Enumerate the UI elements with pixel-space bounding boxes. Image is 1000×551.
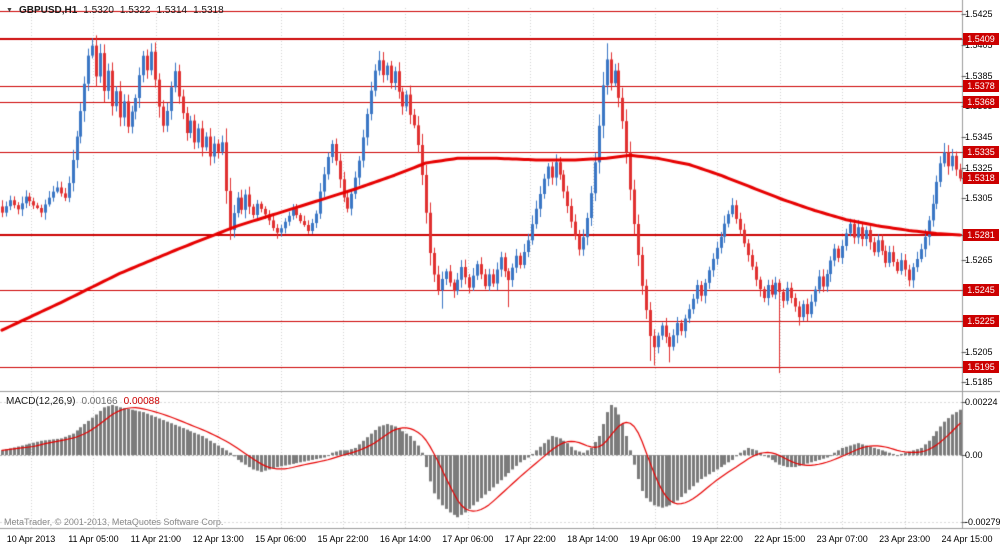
price-tick-label: 1.5305 bbox=[965, 193, 993, 204]
price-badge: 1.5378 bbox=[963, 80, 999, 93]
price-badge: 1.5409 bbox=[963, 32, 999, 45]
price-tick-label: 1.5345 bbox=[965, 131, 993, 142]
copyright-text: MetaTrader, © 2001-2013, MetaQuotes Soft… bbox=[4, 517, 224, 527]
time-axis-label: 12 Apr 13:00 bbox=[192, 534, 244, 544]
macd-indicator-label: MACD(12,26,9) 0.00166 0.00088 bbox=[6, 396, 160, 407]
price-tick-label: 1.5405 bbox=[965, 39, 993, 50]
time-axis-label: 16 Apr 14:00 bbox=[379, 534, 431, 544]
macd-tick-label: 0.00 bbox=[965, 450, 983, 461]
price-badge: 1.5195 bbox=[963, 360, 999, 373]
price-tick-label: 1.5325 bbox=[965, 162, 993, 173]
price-badge: 1.5281 bbox=[963, 229, 999, 242]
price-tick-label: 1.5265 bbox=[965, 254, 993, 265]
macd-tick-label: 0.00224 bbox=[965, 396, 998, 407]
macd-tick-label: -0.00279 bbox=[965, 516, 1000, 527]
price-badge: 1.5318 bbox=[963, 172, 999, 185]
price-tick-label: 1.5385 bbox=[965, 70, 993, 81]
macd-signal-value: 0.00088 bbox=[123, 396, 160, 407]
time-axis-label: 18 Apr 14:00 bbox=[567, 534, 619, 544]
time-axis-label: 22 Apr 15:00 bbox=[754, 534, 806, 544]
macd-main-value: 0.00166 bbox=[81, 396, 118, 407]
price-tick-label: 1.5205 bbox=[965, 346, 993, 357]
ohlc-low: 1.5314 bbox=[156, 5, 188, 16]
ohlc-high: 1.5322 bbox=[119, 5, 151, 16]
time-axis-label: 17 Apr 22:00 bbox=[504, 534, 556, 544]
time-axis-label: 19 Apr 22:00 bbox=[691, 534, 743, 544]
price-tick-label: 1.5425 bbox=[965, 9, 993, 20]
price-badge: 1.5245 bbox=[963, 284, 999, 297]
time-axis-label: 24 Apr 15:00 bbox=[941, 534, 993, 544]
macd-name: MACD(12,26,9) bbox=[6, 396, 76, 407]
time-axis-label: 23 Apr 07:00 bbox=[816, 534, 868, 544]
price-badge: 1.5335 bbox=[963, 146, 999, 159]
price-badge: 1.5225 bbox=[963, 314, 999, 327]
price-tick-label: 1.5185 bbox=[965, 377, 993, 388]
time-axis-label: 10 Apr 2013 bbox=[6, 534, 56, 544]
symbol-dropdown-icon[interactable]: ▼ bbox=[6, 7, 13, 14]
time-axis-label: 23 Apr 23:00 bbox=[879, 534, 931, 544]
symbol-timeframe-label: GBPUSD,H1 bbox=[18, 5, 78, 16]
time-axis-label: 11 Apr 05:00 bbox=[68, 534, 119, 544]
price-badge: 1.5368 bbox=[963, 95, 999, 108]
time-axis-label: 17 Apr 06:00 bbox=[442, 534, 494, 544]
time-axis-label: 19 Apr 06:00 bbox=[629, 534, 681, 544]
chart-title: ▼ GBPUSD,H1 1.5320 1.5322 1.5314 1.5318 bbox=[6, 5, 224, 16]
time-axis-label: 15 Apr 22:00 bbox=[317, 534, 369, 544]
time-axis-label: 11 Apr 21:00 bbox=[130, 534, 181, 544]
ohlc-close: 1.5318 bbox=[193, 5, 224, 16]
ohlc-open: 1.5320 bbox=[83, 5, 114, 16]
time-axis-label: 15 Apr 06:00 bbox=[255, 534, 307, 544]
